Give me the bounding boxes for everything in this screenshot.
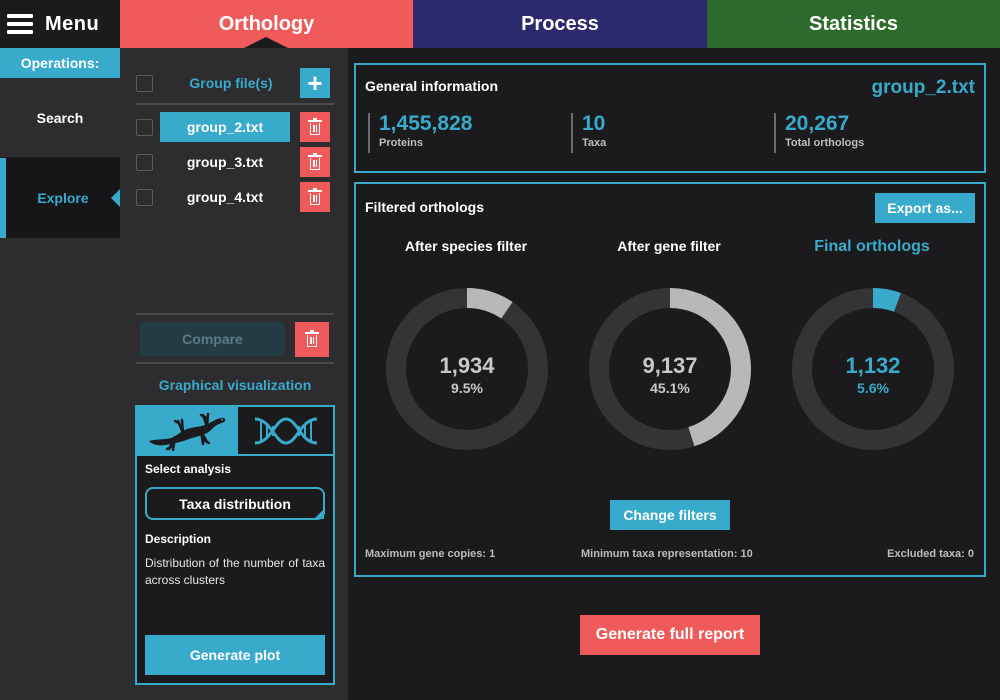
donut-final-orthologs xyxy=(792,288,954,450)
operations-header: Operations: xyxy=(0,48,120,78)
excluded-taxa: Excluded taxa: 0 xyxy=(887,548,974,560)
dna-icon xyxy=(254,416,317,445)
divider xyxy=(137,454,333,456)
plus-icon: + xyxy=(307,68,323,98)
group-files-label: Group file(s) xyxy=(189,75,273,91)
sidebar-item-label: Explore xyxy=(37,190,89,206)
donut-arc xyxy=(589,288,751,450)
group-item[interactable]: group_4.txt xyxy=(186,189,264,205)
trash-icon xyxy=(308,152,322,170)
delete-compare-button[interactable] xyxy=(295,322,329,357)
general-information-title: General information xyxy=(365,78,499,94)
stat-value: 10 xyxy=(582,112,606,135)
donut-value: 9,137 xyxy=(642,353,698,378)
description-label: Description xyxy=(145,532,212,546)
gecko-icon xyxy=(148,412,225,451)
tab-statistics[interactable]: Statistics xyxy=(707,0,1000,48)
stat-label: Total orthologs xyxy=(785,137,865,149)
generate-full-report-button[interactable]: Generate full report xyxy=(580,615,760,655)
donut-arc xyxy=(386,288,548,450)
hamburger-icon xyxy=(7,14,33,34)
delete-group-button[interactable] xyxy=(300,112,330,142)
sidebar-item-label: Search xyxy=(36,109,84,126)
current-file-name: group_2.txt xyxy=(871,77,975,98)
graphical-visualization-title: Graphical visualization xyxy=(158,377,312,393)
sidebar-item-search[interactable]: Search xyxy=(0,78,120,158)
filtered-orthologs-title: Filtered orthologs xyxy=(365,199,484,215)
donut-value: 1,132 xyxy=(845,353,901,378)
active-arrow-icon xyxy=(111,189,120,207)
description-text: Distribution of the number of taxa acros… xyxy=(145,556,325,587)
stat-value: 20,267 xyxy=(785,112,850,135)
selected-analysis: Taxa distribution xyxy=(179,495,291,512)
select-all-checkbox[interactable] xyxy=(136,75,153,92)
menu-label: Menu xyxy=(45,12,100,35)
group-item[interactable]: group_3.txt xyxy=(186,154,264,170)
tab-process[interactable]: Process xyxy=(413,0,707,48)
donut-gene-filter xyxy=(589,288,751,450)
donut-title-species: After species filter xyxy=(404,238,528,254)
stat-taxa: 10 Taxa xyxy=(571,113,606,153)
sidebar xyxy=(0,48,120,700)
stat-total-orthologs: 20,267 Total orthologs xyxy=(774,113,864,153)
donut-percent: 5.6% xyxy=(857,380,889,396)
stat-label: Proteins xyxy=(379,137,424,149)
group-item-selected[interactable]: group_2.txt xyxy=(160,112,290,142)
donut-value: 1,934 xyxy=(439,353,495,378)
general-information-panel xyxy=(354,63,986,173)
donut-arc xyxy=(792,288,954,450)
menu-button[interactable]: Menu xyxy=(0,0,120,48)
stat-value: 1,455,828 xyxy=(379,112,473,135)
min-taxa-representation: Minimum taxa representation: 10 xyxy=(581,548,753,560)
generate-plot-button[interactable]: Generate plot xyxy=(145,635,325,675)
delete-group-button[interactable] xyxy=(300,182,330,212)
active-tab-caret-icon xyxy=(244,37,288,48)
trash-icon xyxy=(308,187,322,205)
compare-button[interactable]: Compare xyxy=(140,322,285,356)
trash-icon xyxy=(305,330,319,347)
stat-proteins: 1,455,828 Proteins xyxy=(368,113,472,153)
add-group-button[interactable]: + xyxy=(300,68,330,98)
divider xyxy=(136,362,334,364)
donut-title-gene: After gene filter xyxy=(617,238,721,254)
tab-taxa-analysis[interactable] xyxy=(137,407,236,454)
group-checkbox[interactable] xyxy=(136,119,153,136)
change-filters-button[interactable]: Change filters xyxy=(610,500,730,530)
donut-percent: 45.1% xyxy=(650,380,690,396)
group-checkbox[interactable] xyxy=(136,154,153,171)
group-checkbox[interactable] xyxy=(136,189,153,206)
sidebar-item-explore[interactable]: Explore xyxy=(0,158,120,238)
donut-species-filter xyxy=(386,288,548,450)
analysis-dropdown[interactable]: Taxa distribution xyxy=(145,487,325,520)
stat-label: Taxa xyxy=(582,137,607,149)
tab-dna-analysis[interactable] xyxy=(236,407,333,454)
divider xyxy=(136,313,334,315)
delete-group-button[interactable] xyxy=(300,147,330,177)
donut-title-final: Final orthologs xyxy=(814,238,930,255)
export-as-button[interactable]: Export as... xyxy=(875,193,975,223)
max-gene-copies: Maximum gene copies: 1 xyxy=(365,548,496,560)
trash-icon xyxy=(308,117,322,135)
divider xyxy=(136,103,334,105)
select-analysis-label: Select analysis xyxy=(145,462,232,476)
dropdown-corner-icon xyxy=(314,509,324,519)
donut-percent: 9.5% xyxy=(451,380,483,396)
